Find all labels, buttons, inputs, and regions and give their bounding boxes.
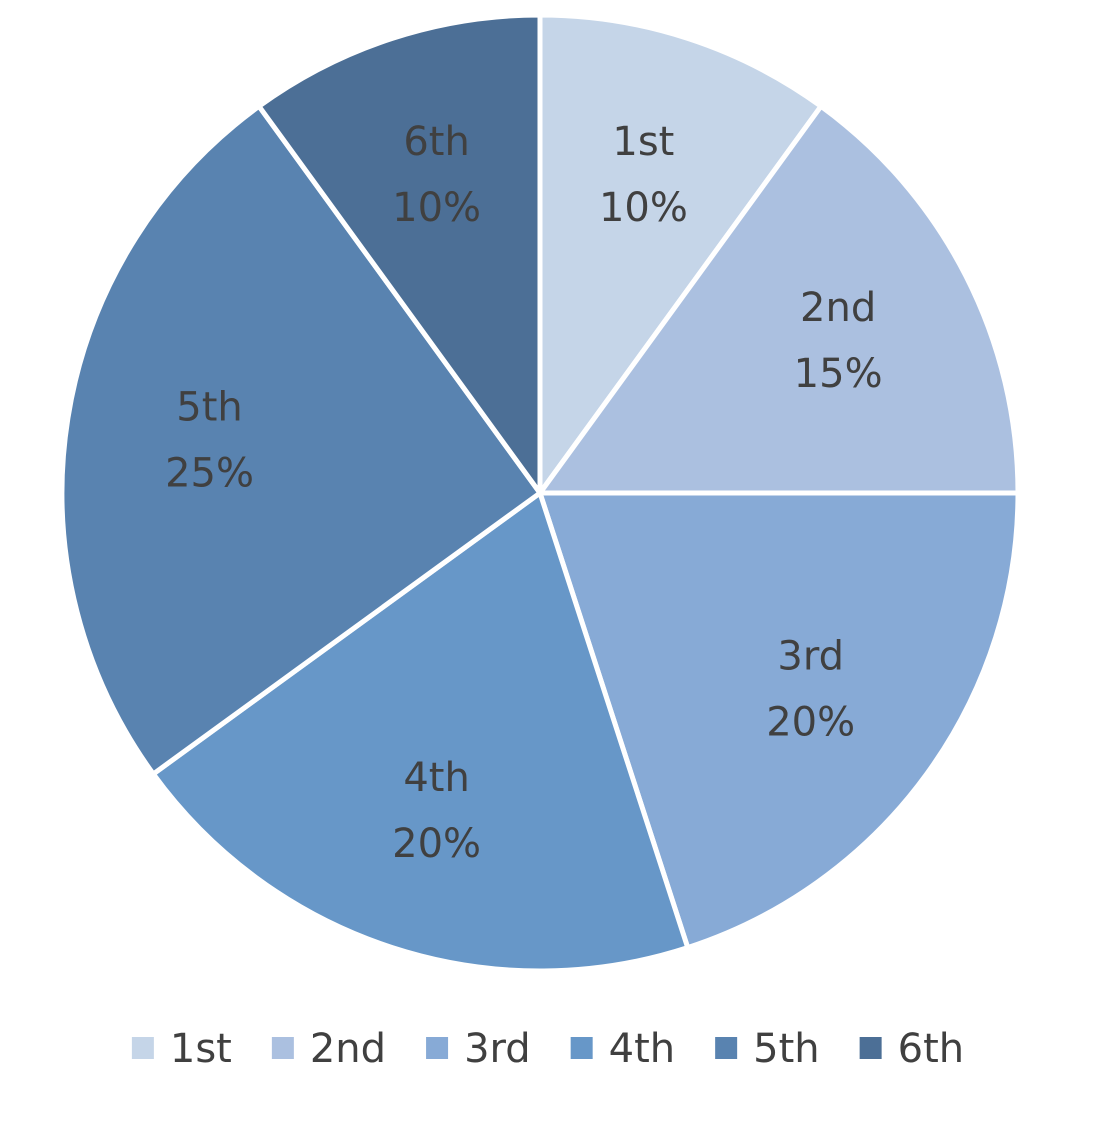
- pie-slice-2nd: [537, 103, 1021, 496]
- slice-category-label: 5th: [176, 385, 242, 431]
- legend-swatch-5th: [715, 1037, 738, 1059]
- legend-label-3rd: 3rd: [464, 1026, 531, 1072]
- legend-swatch-3rd: [426, 1037, 449, 1059]
- legend-label-5th: 5th: [753, 1026, 819, 1072]
- pie-slice-6th: [256, 12, 543, 496]
- slice-category-label: 3rd: [777, 634, 844, 680]
- legend-label-4th: 4th: [609, 1026, 675, 1072]
- legend-label-6th: 6th: [898, 1026, 964, 1072]
- legend: 1st 2nd 3rd 4th 5th 6th: [131, 1026, 964, 1072]
- pie-slice-5th: [59, 103, 543, 777]
- slice-category-label: 2nd: [800, 285, 876, 331]
- pie-slice-3rd: [537, 490, 1021, 951]
- pie-slice-4th: [150, 490, 691, 974]
- slice-value-label: 15%: [794, 351, 883, 397]
- slice-value-label: 20%: [766, 700, 855, 746]
- legend-swatch-6th: [859, 1037, 882, 1059]
- slice-category-label: 1st: [612, 119, 674, 165]
- slice-value-label: 10%: [599, 185, 688, 231]
- pie-slices: [59, 12, 1021, 974]
- legend-swatch-4th: [570, 1037, 593, 1059]
- slice-category-label: 4th: [403, 755, 469, 801]
- slice-value-label: 20%: [392, 821, 481, 867]
- legend-label-1st: 1st: [170, 1026, 232, 1072]
- legend-label-2nd: 2nd: [310, 1026, 386, 1072]
- legend-swatch-1st: [131, 1037, 154, 1059]
- slice-value-label: 10%: [392, 185, 481, 231]
- slice-value-label: 25%: [165, 451, 254, 497]
- pie-slice-1st: [537, 12, 824, 496]
- slice-category-label: 6th: [403, 119, 469, 165]
- slice-labels: 1st 10% 2nd 15% 3rd 20% 4th 20% 5th 25% 6th 10%: [165, 119, 883, 867]
- legend-swatch-2nd: [271, 1037, 294, 1059]
